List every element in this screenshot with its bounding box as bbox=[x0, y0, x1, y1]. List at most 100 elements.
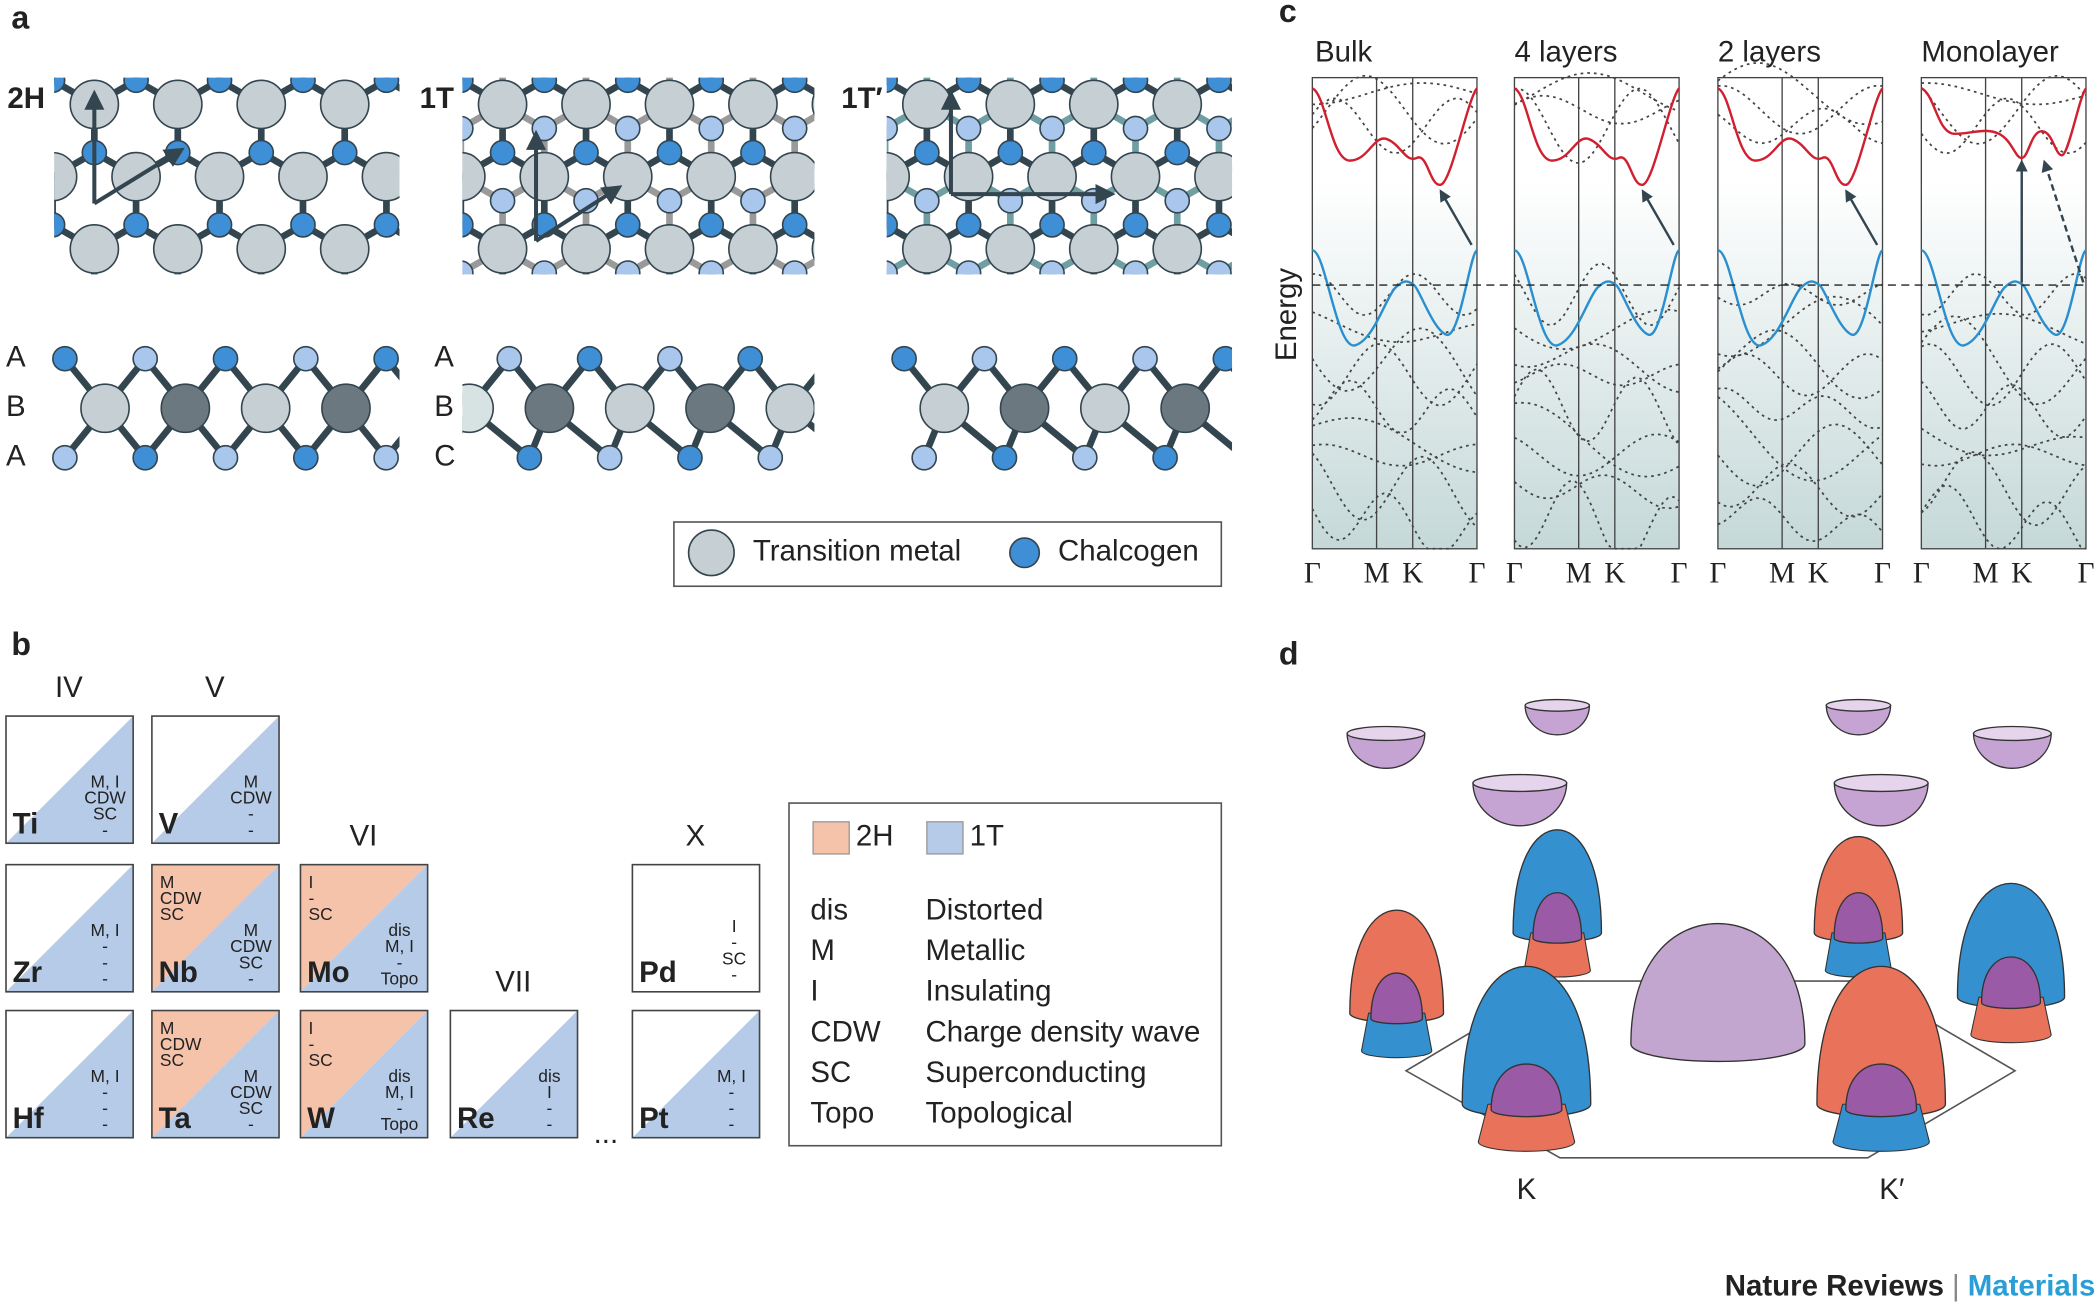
bond bbox=[1261, 225, 1303, 249]
property: Topo bbox=[381, 1114, 419, 1134]
conduction-band bbox=[1513, 87, 1681, 186]
central-cone bbox=[1630, 922, 1806, 1063]
bond bbox=[586, 32, 628, 56]
k-label: Γ bbox=[1468, 557, 1485, 589]
band-dotted bbox=[1920, 484, 2087, 550]
bond bbox=[0, 8, 11, 32]
atom bbox=[123, 77, 149, 94]
atom bbox=[656, 139, 683, 166]
atom bbox=[249, 285, 273, 309]
atom bbox=[1206, 260, 1232, 275]
valley-rim bbox=[1833, 773, 1929, 793]
atom bbox=[437, 8, 485, 56]
bond bbox=[1003, 297, 1045, 321]
bond bbox=[753, 8, 795, 32]
cell-border bbox=[5, 1009, 134, 1139]
property: CDW bbox=[230, 1082, 272, 1102]
atom bbox=[531, 260, 558, 275]
atom bbox=[1039, 260, 1065, 275]
atom bbox=[353, 8, 401, 56]
atom bbox=[866, 213, 890, 237]
atom bbox=[998, 0, 1022, 20]
property: - bbox=[102, 968, 108, 988]
bond bbox=[1094, 321, 1136, 345]
atom bbox=[1290, 68, 1314, 92]
atom bbox=[866, 261, 890, 285]
bond bbox=[553, 8, 595, 32]
atom bbox=[866, 116, 890, 140]
bond bbox=[830, 359, 870, 409]
atom bbox=[561, 79, 611, 130]
valley-bowl bbox=[1346, 732, 1426, 769]
atom bbox=[166, 0, 190, 20]
atom bbox=[955, 115, 982, 142]
atom bbox=[152, 224, 203, 274]
bond bbox=[711, 321, 753, 345]
bond bbox=[635, 8, 677, 32]
cell-border bbox=[449, 1009, 579, 1139]
atom bbox=[477, 224, 528, 274]
atom bbox=[699, 357, 723, 381]
atom bbox=[454, 446, 478, 470]
lower-cone bbox=[1360, 1012, 1433, 1059]
atom bbox=[404, 225, 452, 273]
conduction-band bbox=[1717, 87, 1884, 186]
band-dotted bbox=[1514, 343, 1680, 394]
atom bbox=[1241, 384, 1289, 432]
atom bbox=[886, 151, 911, 202]
bond bbox=[512, 8, 554, 32]
cell-border bbox=[299, 1009, 429, 1139]
band-dotted bbox=[1717, 295, 1884, 358]
bond bbox=[878, 32, 920, 56]
atom bbox=[985, 79, 1036, 130]
atom bbox=[740, 187, 766, 214]
atom bbox=[915, 333, 939, 357]
footer: Nature Reviews | Materials bbox=[1725, 1269, 2096, 1302]
atom bbox=[1206, 212, 1232, 238]
k-label: Γ bbox=[1506, 557, 1523, 589]
bond bbox=[795, 297, 837, 321]
atom bbox=[748, 285, 772, 309]
bond bbox=[1219, 32, 1261, 56]
property: M, I bbox=[385, 1082, 414, 1102]
bond bbox=[1219, 369, 1261, 393]
element: Pt bbox=[639, 1102, 669, 1135]
bond bbox=[962, 32, 1004, 56]
atom bbox=[1233, 446, 1257, 470]
phase-1t bbox=[300, 864, 428, 992]
bond bbox=[920, 321, 962, 345]
band-dotted bbox=[1920, 97, 2087, 155]
bond bbox=[718, 32, 760, 56]
atom bbox=[160, 383, 211, 434]
atom bbox=[82, 0, 106, 20]
atom bbox=[728, 79, 778, 130]
valley-label: K bbox=[1517, 1173, 1537, 1206]
band-dotted bbox=[1311, 492, 1478, 550]
atom bbox=[778, 8, 826, 56]
atom bbox=[520, 297, 568, 345]
meaning: Superconducting bbox=[926, 1056, 1147, 1089]
journal: Nature Reviews bbox=[1725, 1269, 1944, 1302]
band-dotted bbox=[1514, 401, 1680, 478]
bond bbox=[802, 8, 844, 32]
bond bbox=[54, 227, 55, 228]
band-dotted bbox=[1920, 380, 2087, 438]
atom bbox=[1039, 115, 1065, 142]
atom bbox=[943, 151, 994, 202]
bond bbox=[544, 8, 586, 32]
property: SC bbox=[308, 904, 332, 924]
atom bbox=[831, 44, 855, 68]
property: M bbox=[160, 1018, 174, 1038]
atom bbox=[166, 285, 190, 309]
atom bbox=[529, 297, 577, 345]
bond bbox=[553, 297, 595, 321]
atom bbox=[576, 345, 603, 372]
bond bbox=[178, 297, 220, 321]
atom bbox=[0, 141, 23, 165]
bond bbox=[885, 8, 927, 32]
atom bbox=[477, 79, 528, 130]
band-dotted bbox=[1514, 94, 1680, 125]
atom bbox=[1068, 79, 1119, 130]
atom bbox=[886, 212, 898, 238]
atom bbox=[614, 212, 641, 238]
